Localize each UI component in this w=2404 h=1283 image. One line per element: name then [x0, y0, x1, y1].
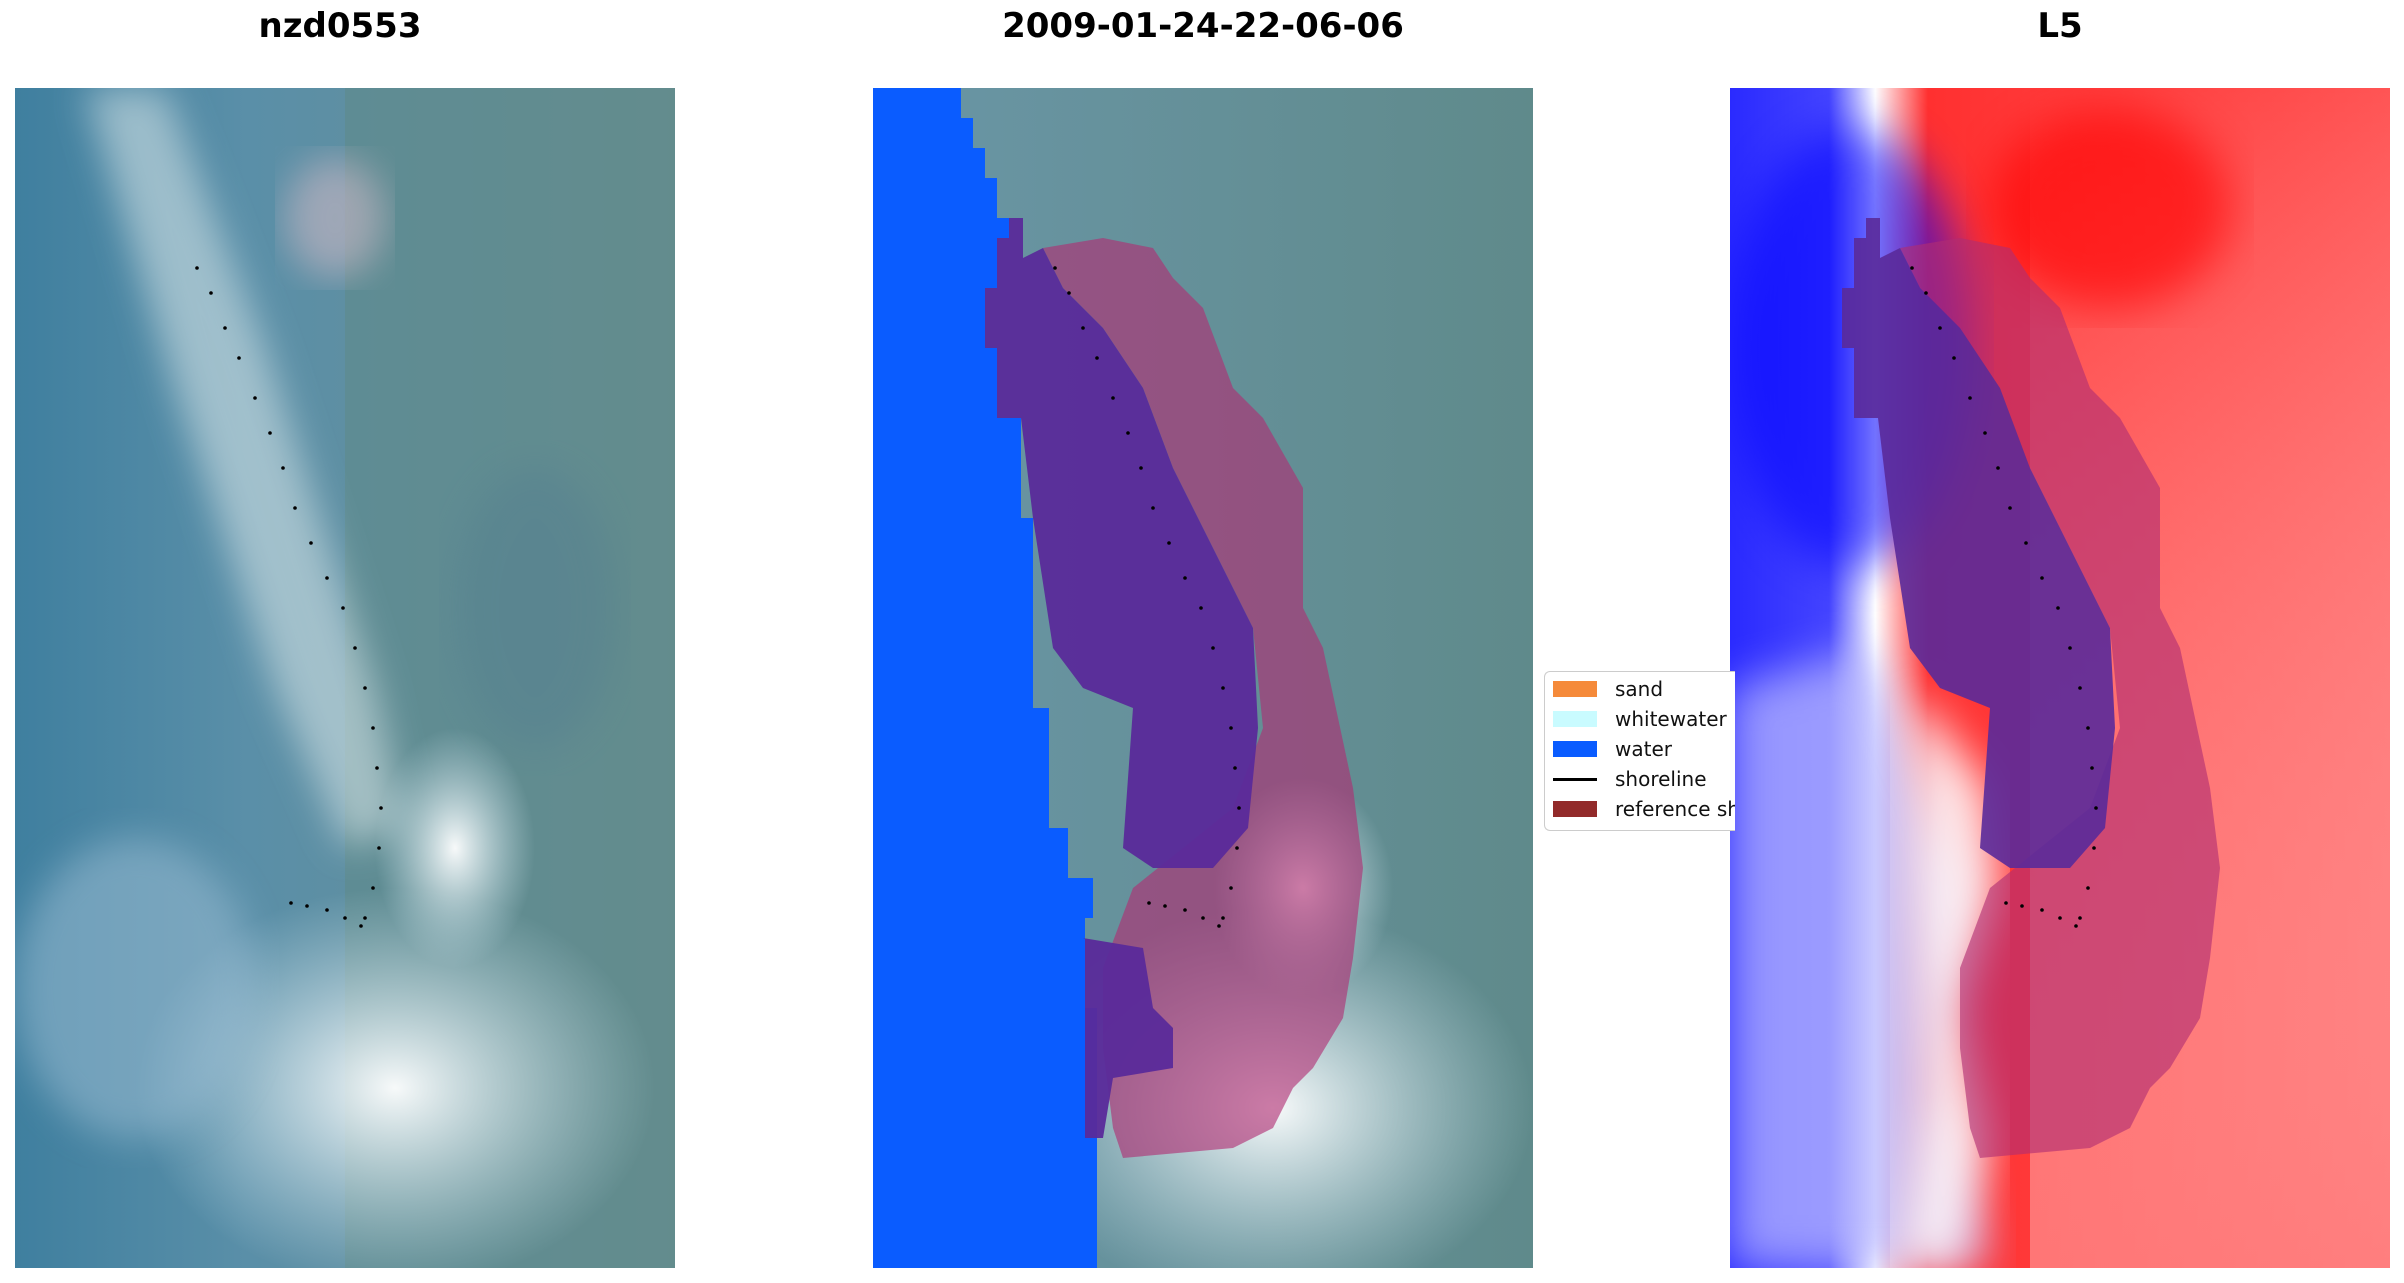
rgb-image-panel — [15, 88, 675, 1268]
index-image-panel — [1730, 88, 2390, 1268]
right-panel-title: L5 — [2037, 6, 2083, 46]
legend-label: sand — [1615, 677, 1664, 701]
buffer-overlay-land — [1043, 238, 1363, 1158]
classified-image-panel — [873, 88, 1533, 1268]
legend-label: shoreline — [1615, 767, 1707, 791]
legend-label: reference shoreline buffer — [1615, 797, 1735, 821]
shoreline-dots — [1910, 266, 2098, 928]
shoreline-dots — [195, 266, 383, 928]
center-panel-title: 2009-01-24-22-06-06 — [1002, 6, 1404, 46]
buffer-overlay-land — [1900, 238, 2220, 1158]
legend-item-whitewater: whitewater — [1553, 706, 1727, 732]
shoreline-line-swatch — [1553, 777, 1597, 781]
legend-item-water: water — [1553, 736, 1672, 762]
buffer-overlay-water — [985, 218, 1258, 868]
legend: sand whitewater water shoreline referenc… — [1544, 671, 1735, 831]
whitewater-swatch — [1553, 711, 1597, 727]
legend-item-reference-shoreline: reference shoreline buffer — [1553, 796, 1735, 822]
satellite-rgb-image — [15, 88, 675, 1268]
buffer-overlay-water — [1842, 218, 2115, 868]
shoreline-dots — [1053, 266, 1241, 928]
legend-item-sand: sand — [1553, 676, 1663, 702]
water-class-region — [873, 88, 1097, 1268]
legend-label: water — [1615, 737, 1672, 761]
buffer-overlay-water-south — [1083, 938, 1173, 1138]
sand-swatch — [1553, 681, 1597, 697]
reference-buffer-swatch — [1553, 801, 1597, 817]
water-swatch — [1553, 741, 1597, 757]
left-panel-title: nzd0553 — [258, 6, 422, 46]
legend-label: whitewater — [1615, 707, 1727, 731]
legend-item-shoreline: shoreline — [1553, 766, 1707, 792]
water-index-image — [1730, 88, 2390, 1268]
classified-image — [873, 88, 1533, 1268]
